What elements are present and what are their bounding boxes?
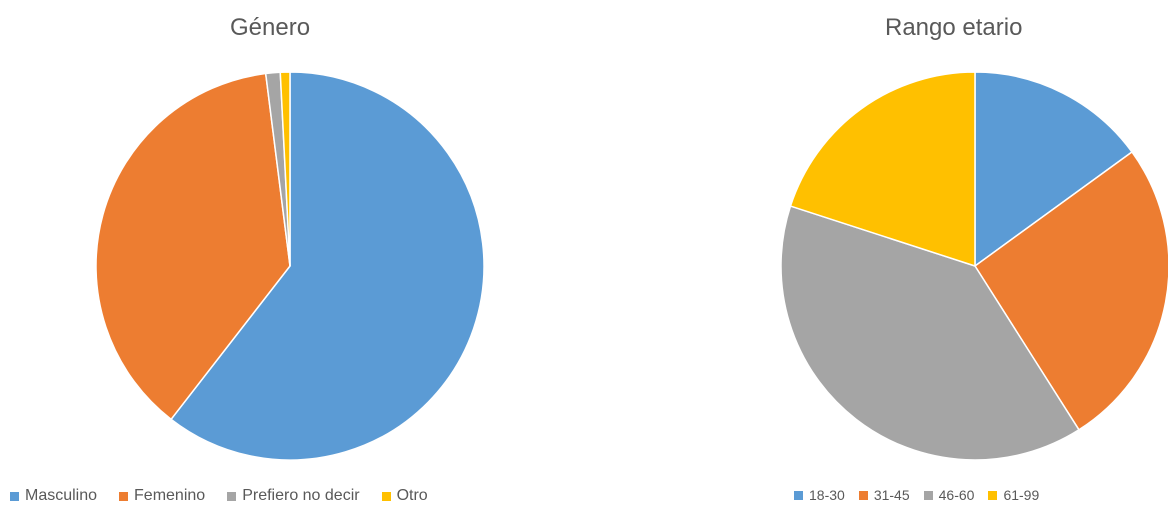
legend-item-prefiero-no-decir: Prefiero no decir <box>227 487 360 505</box>
legend-label: 61-99 <box>1003 487 1040 503</box>
chart-genero: Género Masculino Femenino Prefiero no deci… <box>10 14 485 505</box>
legend-swatch <box>858 490 868 500</box>
pie-slice-masculino <box>170 71 485 461</box>
legend-item-otro: Otro <box>381 487 428 505</box>
legend-item-61-99: 61-99 <box>988 487 1039 503</box>
legend-label: 18-30 <box>809 487 845 503</box>
legend-rango-etario: 18-30 31-45 46-60 61-99 <box>794 487 1053 503</box>
legend-item-31-45: 31-45 <box>858 487 910 503</box>
legend-label: 46-60 <box>938 487 975 503</box>
legend-label: Otro <box>396 487 428 504</box>
pie-slice-18-30 <box>974 71 1133 268</box>
legend-swatch <box>988 490 998 500</box>
legend-swatch <box>227 491 237 501</box>
legend-label: 31-45 <box>873 487 910 503</box>
chart-title: Género <box>230 14 311 41</box>
legend-label: Masculino <box>25 487 98 504</box>
legend-swatch <box>794 490 803 500</box>
legend-swatch <box>10 491 19 501</box>
legend-swatch <box>381 491 391 501</box>
pie-slice-31-45 <box>973 150 1168 431</box>
pie-slice-otro <box>279 71 291 267</box>
legend-swatch <box>923 490 933 500</box>
legend-label: Prefiero no decir <box>242 487 360 504</box>
legend-label: Femenino <box>134 487 206 504</box>
pie-slice-46-60 <box>780 205 1080 461</box>
legend-item-masculino: Masculino <box>10 487 97 505</box>
pie-chart-genero <box>95 71 485 461</box>
legend-item-femenino: Femenino <box>119 487 205 505</box>
pie-slice-femenino <box>95 72 291 421</box>
legend-item-46-60: 46-60 <box>923 487 975 503</box>
pie-slice-61-99 <box>789 71 976 268</box>
legend-swatch <box>119 491 129 501</box>
legend-item-18-30: 18-30 <box>794 487 845 503</box>
chart-rango-etario: Rango etario 18-30 31-45 46-60 61-99 <box>584 0 1168 513</box>
pie-chart-rango-etario <box>780 71 1168 461</box>
legend-genero: Masculino Femenino Prefiero no decir Otro <box>10 487 450 505</box>
chart-title: Rango etario <box>885 14 1023 41</box>
